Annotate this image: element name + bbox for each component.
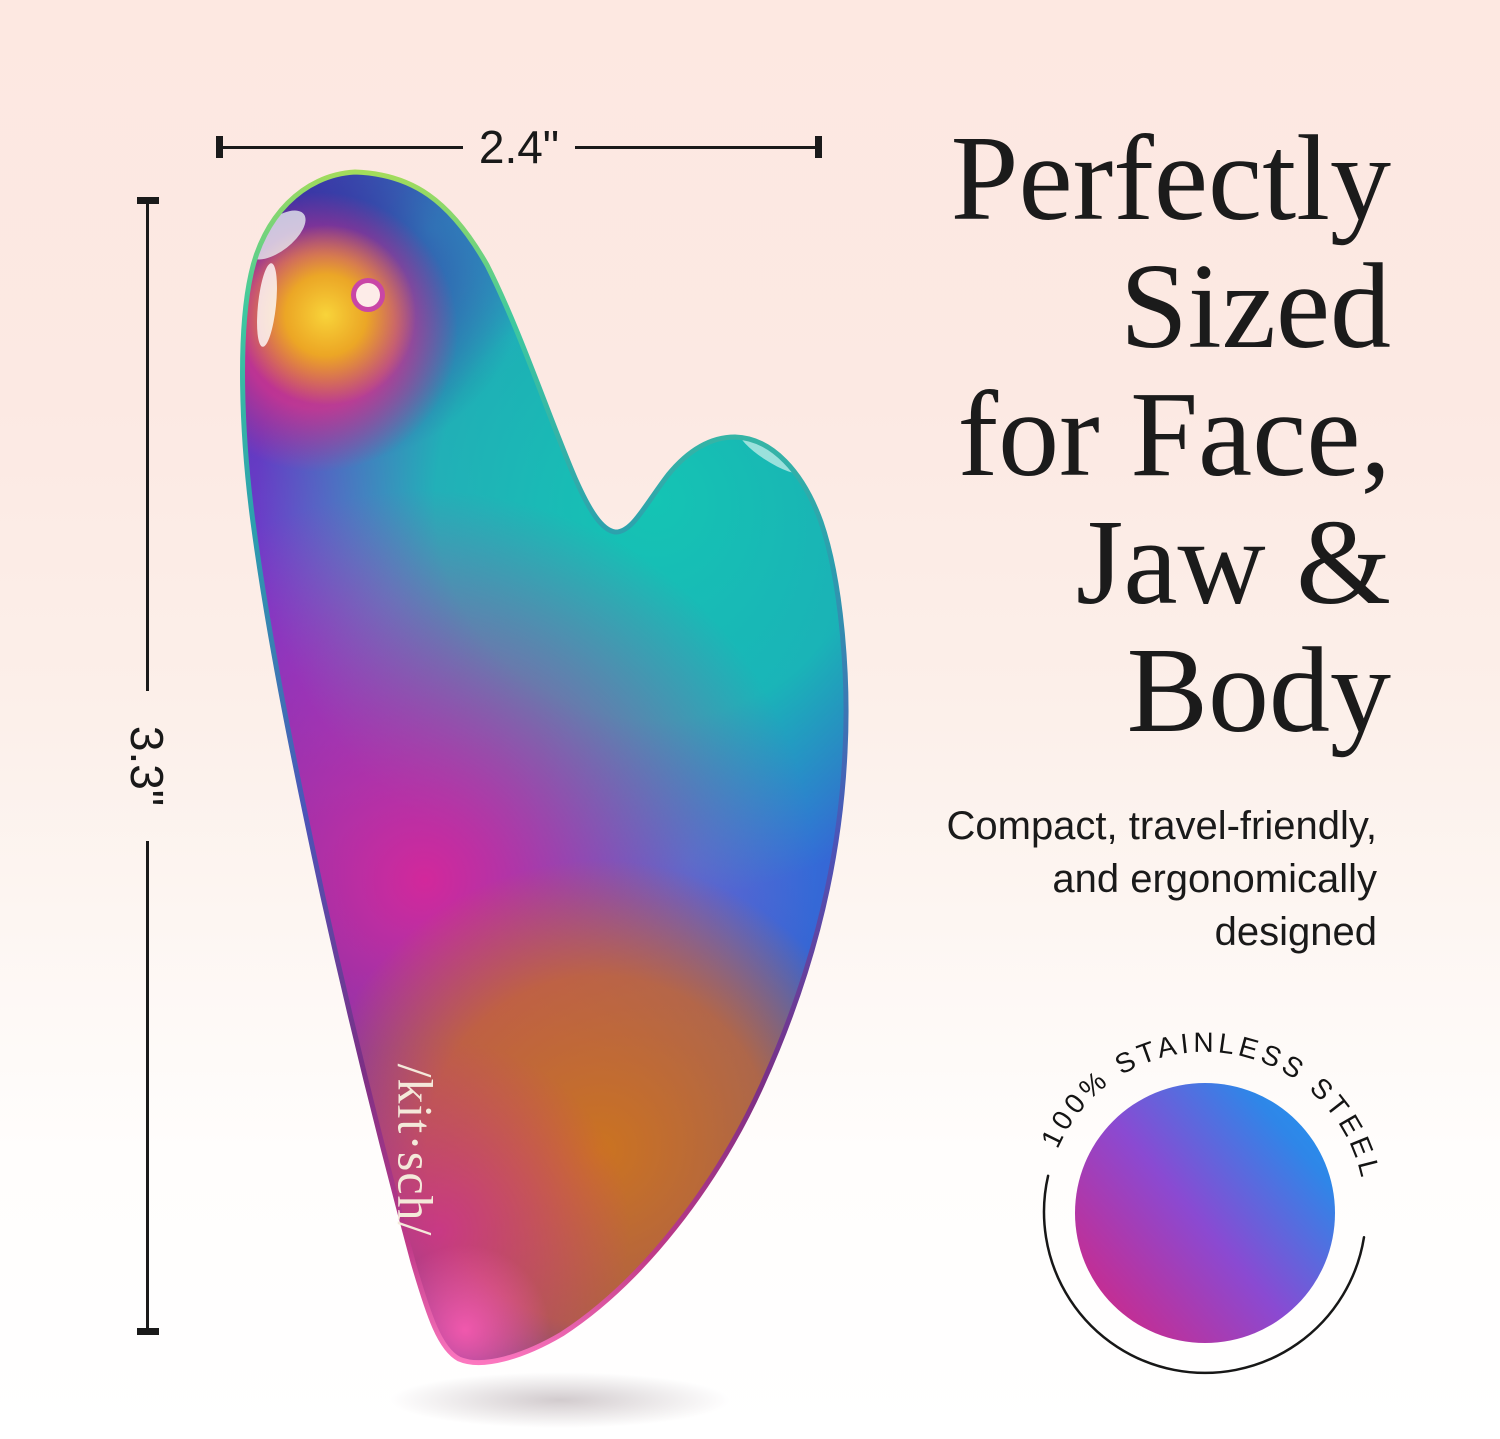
product-shadow (390, 1372, 730, 1428)
width-dimension-right-tick (815, 136, 822, 158)
subheadline-line: and ergonomically (1052, 857, 1377, 901)
width-dimension-left-tick (216, 136, 223, 158)
width-dimension-line (575, 145, 815, 149)
headline-line: for Face, (957, 367, 1391, 502)
gua-sha-body (242, 172, 846, 1363)
headline: Perfectly Sized for Face, Jaw & Body (951, 115, 1391, 755)
subheadline-line: Compact, travel-friendly, (946, 804, 1377, 848)
height-dimension: 3.3" (122, 197, 174, 1335)
headline-line: Body (1126, 623, 1391, 758)
height-dimension-label: 3.3" (121, 725, 174, 807)
headline-line: Jaw & (1075, 495, 1391, 630)
rim-shine-top-left (248, 210, 306, 260)
gua-sha-product-image: /kit·sch/ (170, 140, 890, 1428)
height-dimension-line (146, 841, 149, 1328)
width-dimension-label: 2.4" (478, 121, 560, 173)
hanging-hole (351, 278, 385, 312)
rim-shine-left (257, 263, 277, 347)
stainless-steel-badge: 100% STAINLESS STEEL (1035, 1027, 1383, 1375)
badge-gradient-circle (1075, 1083, 1335, 1343)
height-dimension-label-wrap: 3.3" (122, 691, 174, 841)
badge-arc-ring (1042, 1174, 1366, 1375)
headline-line: Sized (1119, 239, 1391, 374)
brand-logo-text: /kit·sch/ (388, 1064, 444, 1237)
height-dimension-line (146, 204, 149, 691)
subheadline: Compact, travel-friendly, and ergonomica… (946, 800, 1377, 959)
headline-line: Perfectly (950, 111, 1391, 246)
subheadline-line: designed (1214, 910, 1377, 954)
height-dimension-top-tick (136, 197, 159, 204)
width-dimension-line (223, 145, 463, 149)
width-dimension: 2.4" (216, 124, 822, 170)
height-dimension-bottom-tick (136, 1328, 159, 1335)
